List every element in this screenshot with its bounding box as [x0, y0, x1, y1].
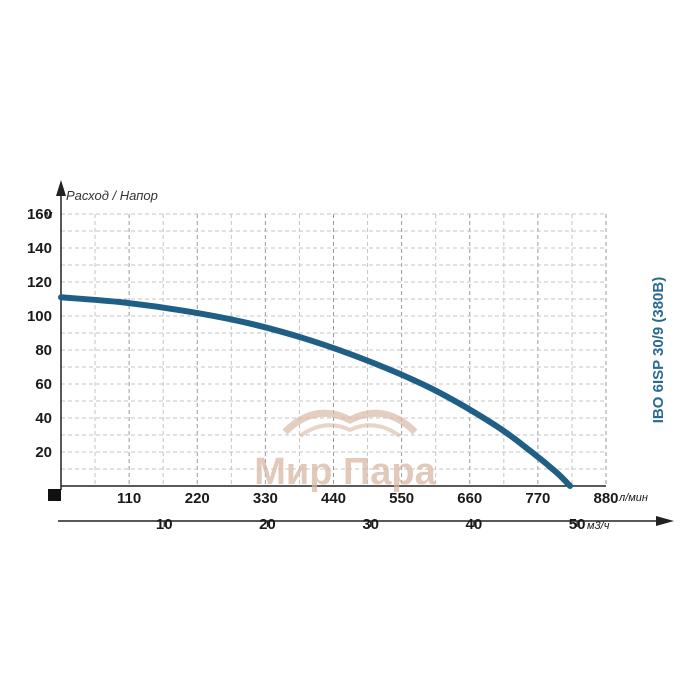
x-unit: л/мин [618, 492, 648, 504]
x-tick-label: 110 [117, 490, 141, 507]
y-axis-arrow [56, 180, 66, 196]
x2-tick-label: 20 [259, 516, 276, 533]
y-tick-label: 20 [35, 444, 52, 461]
series-line [58, 294, 574, 489]
watermark-text: Мир Пара [254, 451, 436, 493]
x2-tick-label: 30 [362, 516, 379, 533]
y-tick-labels: 20 40 60 80 100 120 140 160 [27, 206, 52, 461]
grid [61, 213, 607, 486]
x2-tick-label: 10 [156, 516, 173, 533]
y-tick-label: 100 [27, 308, 52, 325]
y-tick-label: 160 [27, 206, 52, 223]
x-tick-labels: 110 220 330 440 550 660 770 880 [117, 490, 618, 507]
x2-axis-arrow [656, 516, 674, 526]
x-tick-label: 440 [321, 490, 346, 507]
x-tick-label: 660 [457, 490, 482, 507]
origin-marker [48, 489, 61, 501]
x-tick-label: 770 [525, 490, 550, 507]
x-tick-label: 330 [253, 490, 278, 507]
y-unit: м [45, 209, 53, 221]
model-label: IBO 6ISP 30/9 (380В) [650, 277, 667, 423]
y-tick-label: 80 [35, 342, 52, 359]
x-tick-label: 550 [389, 490, 414, 507]
x2-unit: м3/ч [587, 520, 610, 532]
watermark-logo-inner [298, 423, 402, 438]
x-tick-label: 880 [593, 490, 618, 507]
watermark: Мир Пара [254, 409, 437, 493]
x2-tick-labels: 10 20 30 40 50 [156, 516, 586, 533]
y-tick-label: 60 [35, 376, 52, 393]
y-tick-label: 120 [27, 274, 52, 291]
series-group [58, 294, 574, 489]
watermark-logo [282, 409, 418, 435]
y-tick-label: 40 [35, 410, 52, 427]
x-tick-label: 220 [185, 490, 210, 507]
y-tick-label: 140 [27, 240, 52, 257]
axes [48, 180, 674, 526]
x2-tick-label: 40 [466, 516, 483, 533]
chart-title: Расход / Напор [66, 188, 158, 203]
x2-tick-label: 50 [569, 516, 586, 533]
